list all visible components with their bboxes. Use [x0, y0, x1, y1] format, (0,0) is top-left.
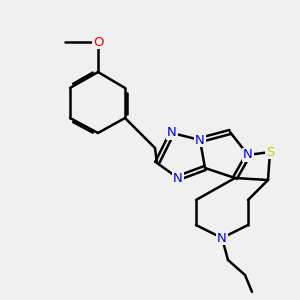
Text: N: N — [243, 148, 253, 161]
Text: N: N — [195, 134, 205, 146]
Text: O: O — [93, 35, 103, 49]
Text: N: N — [217, 232, 227, 244]
Text: N: N — [173, 172, 183, 184]
Text: N: N — [167, 127, 177, 140]
Text: S: S — [266, 146, 274, 158]
